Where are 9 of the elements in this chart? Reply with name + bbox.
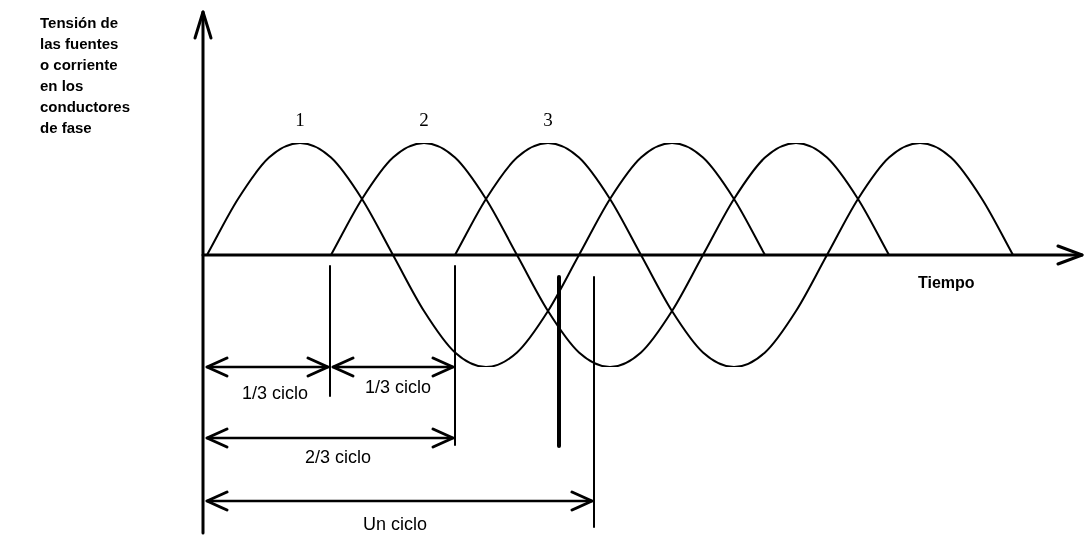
text: 2/3 ciclo [304,446,372,468]
series-label: 1 [295,109,305,131]
text: 1/3 ciclo [241,382,309,404]
series-label: 3 [543,109,553,131]
text: 1/3 ciclo [364,376,432,398]
text: Un ciclo [362,513,428,535]
x-axis-title: Tiempo [918,274,975,292]
series-label: 2 [419,109,429,131]
y-axis-title: Tensión de las fuentes o corriente en los conductores de fase [40,13,131,138]
